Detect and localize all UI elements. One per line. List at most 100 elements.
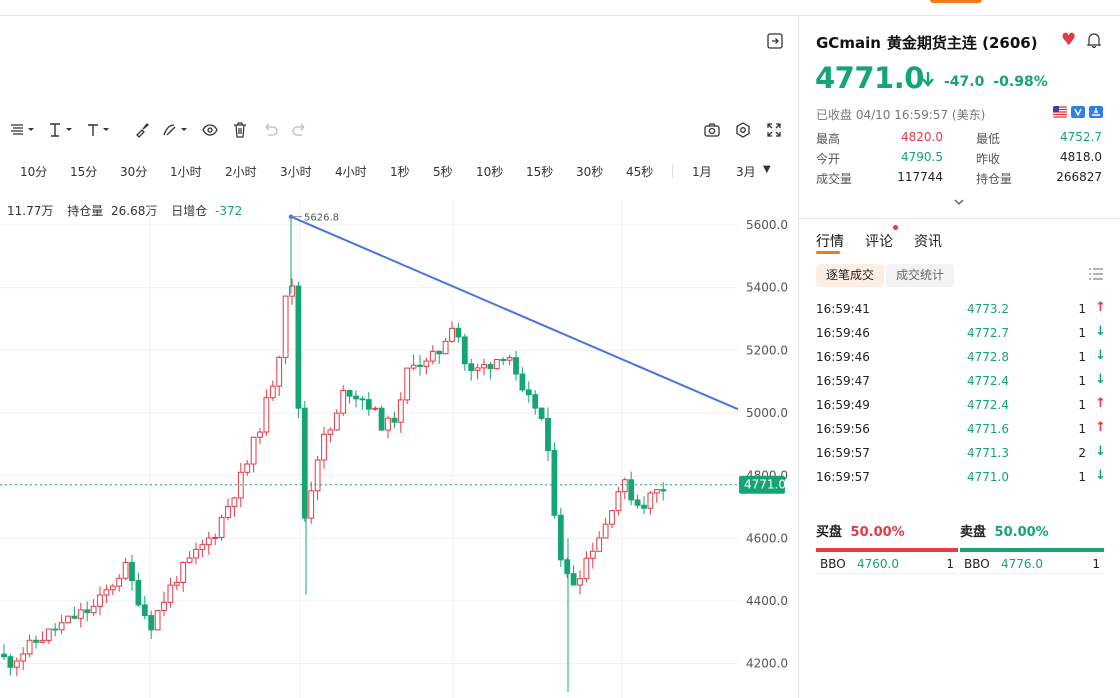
candle-body: [359, 398, 366, 401]
period-15s[interactable]: 15秒: [526, 165, 554, 179]
period-30s[interactable]: 30秒: [576, 165, 604, 179]
candle-body: [641, 504, 647, 509]
candle-body: [378, 407, 385, 431]
line-tool-icon[interactable]: [46, 120, 76, 140]
stat-label: 持仓量: [976, 172, 1013, 186]
candle-body: [353, 395, 359, 400]
candle-body: [77, 609, 84, 619]
stat-label: 成交量: [816, 172, 853, 186]
period-30m[interactable]: 30分: [120, 165, 148, 179]
tab-news[interactable]: 资讯: [914, 234, 942, 250]
candle-body: [513, 357, 519, 375]
chevron-down-icon[interactable]: ▼: [763, 164, 771, 175]
sell-bar: [960, 548, 1104, 552]
candle-body: [455, 327, 462, 338]
bell-icon[interactable]: [1086, 32, 1102, 49]
period-5s[interactable]: 5秒: [433, 165, 453, 179]
settings-icon[interactable]: [733, 120, 753, 140]
pen-icon[interactable]: [160, 120, 190, 140]
trade-qty: 1: [1078, 350, 1086, 364]
candle-body: [481, 364, 487, 369]
buy-bar: [816, 548, 958, 552]
candle-body: [589, 550, 596, 559]
subtab-trade-stats[interactable]: 成交统计: [886, 264, 955, 287]
candle-body: [193, 548, 199, 559]
period-3h[interactable]: 3小时: [280, 165, 312, 179]
candle-body: [602, 523, 609, 539]
candle-body: [90, 605, 97, 614]
candle-body: [564, 559, 571, 575]
candle-body: [327, 429, 334, 435]
trade-price: 4771.0: [967, 470, 1009, 484]
market-flags: [1053, 106, 1103, 118]
favorite-heart-icon[interactable]: ♥: [1061, 30, 1077, 50]
candle-body: [417, 364, 423, 367]
candle-body: [250, 436, 257, 465]
candle-body: [577, 578, 583, 586]
candle-body: [570, 573, 577, 586]
sell-label: 卖盘: [960, 525, 987, 540]
trade-time: 16:59:49: [816, 398, 870, 412]
period-2h[interactable]: 2小时: [225, 165, 257, 179]
list-view-icon[interactable]: [1089, 268, 1103, 280]
candle-body: [340, 389, 347, 414]
trade-qty: 1: [1078, 374, 1086, 388]
tab-comments[interactable]: 评论: [865, 234, 893, 250]
brush-icon[interactable]: [132, 120, 152, 140]
chart-panel: 10分 15分 30分 1小时 2小时 3小时 4小时 1秒 5秒 10秒 15…: [0, 16, 798, 698]
period-1h[interactable]: 1小时: [170, 165, 202, 179]
candle-body: [141, 604, 148, 617]
period-45s[interactable]: 45秒: [626, 165, 654, 179]
arrow-down-icon: ↓: [1095, 372, 1106, 387]
period-3mo[interactable]: 3月: [736, 165, 756, 179]
trade-qty: 1: [1078, 302, 1086, 316]
candlestick-chart[interactable]: 5626.8 5600.05400.05200.05000.04800.04600…: [0, 200, 798, 698]
last-price: 4771.0: [815, 61, 924, 95]
undo-icon[interactable]: [260, 120, 280, 140]
camera-icon[interactable]: [702, 120, 722, 140]
y-tick-label: 5400.0: [746, 281, 788, 295]
candle-body: [180, 561, 187, 584]
bid-tag: BBO: [820, 557, 846, 571]
candle-body: [647, 492, 654, 509]
tab-market[interactable]: 行情: [816, 234, 844, 250]
text-tool-icon[interactable]: [84, 120, 114, 140]
y-tick-label: 5000.0: [746, 406, 788, 420]
eye-icon[interactable]: [200, 120, 220, 140]
candle-body: [519, 373, 526, 391]
sell-percent: 50.00%: [994, 525, 1049, 540]
period-4h[interactable]: 4小时: [335, 165, 367, 179]
period-1mo[interactable]: 1月: [692, 165, 712, 179]
bars-style-icon[interactable]: [8, 120, 38, 140]
period-10s[interactable]: 10秒: [476, 165, 504, 179]
trade-time: 16:59:56: [816, 422, 870, 436]
candle-body: [148, 615, 155, 631]
candle-body: [33, 639, 39, 643]
trash-icon[interactable]: [230, 120, 250, 140]
period-15m[interactable]: 15分: [70, 165, 98, 179]
trade-time: 16:59:47: [816, 374, 870, 388]
expand-chevron-icon[interactable]: [954, 196, 964, 209]
collapse-panel-icon[interactable]: [766, 32, 784, 50]
ask-price: 4776.0: [1001, 557, 1043, 571]
ask-tag: BBO: [964, 557, 990, 571]
trade-row: 16:59:46 4772.7 1 ↓: [816, 324, 1106, 348]
subtab-tick-trades[interactable]: 逐笔成交: [816, 264, 885, 287]
stat-value: 4752.7: [1060, 130, 1102, 144]
trade-qty: 1: [1078, 422, 1086, 436]
redo-icon[interactable]: [290, 120, 310, 140]
candle-body: [410, 364, 417, 369]
trade-row: 16:59:46 4772.8 1 ↓: [816, 348, 1106, 372]
buy-percent: 50.00%: [850, 525, 905, 540]
candle-body: [65, 615, 71, 624]
trade-qty: 1: [1078, 470, 1086, 484]
fullscreen-icon[interactable]: [764, 120, 784, 140]
trade-list: 16:59:41 4773.2 1 ↑ 16:59:46 4772.7 1 ↓ 16:59:46…: [816, 300, 1106, 492]
oi-label: 持仓量: [67, 204, 104, 218]
period-10m[interactable]: 10分: [20, 165, 48, 179]
arrow-up-icon: ↑: [1095, 396, 1106, 411]
bid-price: 4760.0: [857, 557, 899, 571]
period-1s[interactable]: 1秒: [390, 165, 410, 179]
candle-body: [621, 479, 628, 493]
notification-dot: [893, 225, 898, 230]
